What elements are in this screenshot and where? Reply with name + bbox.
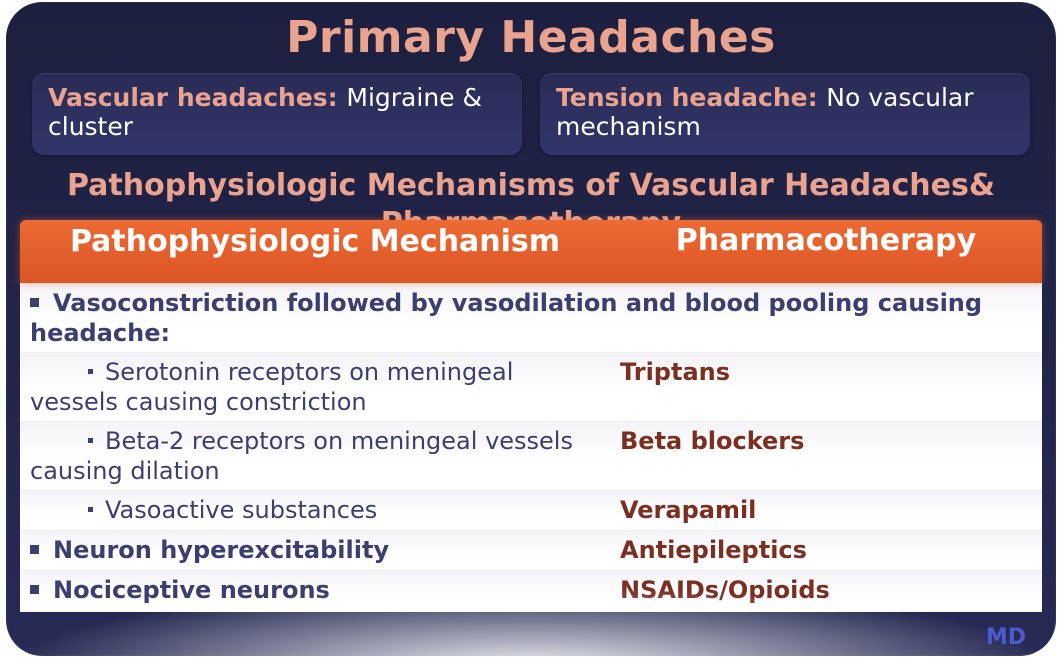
top-box-vascular: Vascular headaches: Migraine & cluster <box>32 73 522 155</box>
cell-text: Neuron hyperexcitability <box>53 536 389 564</box>
bullet-icon <box>30 289 53 317</box>
bullet-icon <box>30 536 53 564</box>
content-panel: Primary Headaches Vascular headaches: Mi… <box>6 2 1056 656</box>
sub-bullet-icon <box>30 496 105 524</box>
cell-pharma: Antiepileptics <box>610 531 1042 569</box>
cell-mechanism: Vasoconstriction followed by vasodilatio… <box>20 284 1042 352</box>
th-pharmacotherapy: Pharmacotherapy <box>610 220 1042 283</box>
table-row: Vasoconstriction followed by vasodilatio… <box>20 283 1042 352</box>
cell-text: Beta-2 receptors on meningeal vessels ca… <box>30 427 573 485</box>
sub-bullet-icon <box>30 427 105 455</box>
top-box-label: Tension headache: No vascular mechanism <box>556 83 974 141</box>
slide: Primary Headaches Vascular headaches: Mi… <box>0 0 1062 665</box>
cell-mechanism: Beta-2 receptors on meningeal vessels ca… <box>20 422 610 490</box>
cell-text: Nociceptive neurons <box>53 576 330 604</box>
mechanism-table: Pathophysiologic Mechanism Pharmacothera… <box>20 220 1042 656</box>
table-row: Nociceptive neurons NSAIDs/Opioids <box>20 570 1042 612</box>
sub-bullet-icon <box>30 358 105 386</box>
table-row: Neuron hyperexcitability Antiepileptics <box>20 530 1042 570</box>
table-row: Beta-2 receptors on meningeal vessels ca… <box>20 421 1042 490</box>
table-header: Pathophysiologic Mechanism Pharmacothera… <box>20 220 1042 283</box>
cell-mechanism: Nociceptive neurons <box>20 571 610 609</box>
cell-pharma: Triptans <box>610 353 1042 391</box>
bullet-icon <box>30 576 53 604</box>
top-box-row: Vascular headaches: Migraine & cluster T… <box>6 67 1056 155</box>
cell-pharma: Beta blockers <box>610 422 1042 460</box>
page-title: Primary Headaches <box>6 2 1056 67</box>
table-row: Serotonin receptors on meningeal vessels… <box>20 352 1042 421</box>
top-box-label: Vascular headaches: Migraine & cluster <box>48 83 482 141</box>
cell-mechanism: Neuron hyperexcitability <box>20 531 610 569</box>
cell-text: Vasoconstriction followed by vasodilatio… <box>30 289 982 347</box>
cell-text: Vasoactive substances <box>105 496 377 524</box>
cell-pharma: Verapamil <box>610 491 1042 529</box>
top-box-tension: Tension headache: No vascular mechanism <box>540 73 1030 155</box>
top-box-label-text: Vascular headaches: <box>48 83 338 112</box>
table-row: Vasoactive substances Verapamil <box>20 490 1042 530</box>
table-body: Vasoconstriction followed by vasodilatio… <box>20 283 1042 612</box>
watermark-md: MD <box>986 625 1026 650</box>
cell-pharma: NSAIDs/Opioids <box>610 571 1042 609</box>
top-box-label-text: Tension headache: <box>556 83 818 112</box>
cell-mechanism: Vasoactive substances <box>20 491 610 529</box>
th-mechanism: Pathophysiologic Mechanism <box>20 220 610 283</box>
cell-mechanism: Serotonin receptors on meningeal vessels… <box>20 353 610 421</box>
